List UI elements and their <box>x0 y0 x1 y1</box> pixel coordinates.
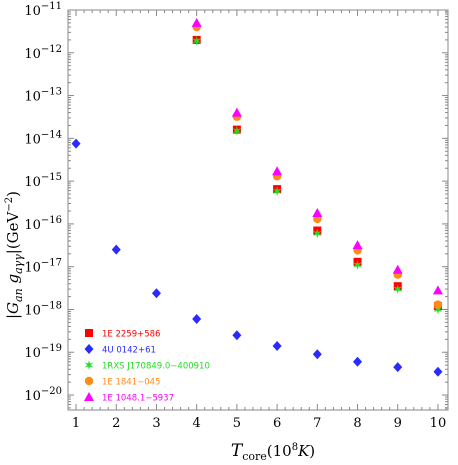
legend-label: 1E 1048.1−5937 <box>102 394 174 404</box>
data-point <box>272 166 283 176</box>
data-point <box>433 304 443 315</box>
data-point <box>312 207 323 217</box>
y-tick-label: 10−16 <box>24 215 62 233</box>
y-tick-label: 10−20 <box>24 386 62 404</box>
y-tick-label: 10−17 <box>24 258 62 276</box>
legend-label: 1E 2259+586 <box>102 330 160 340</box>
data-point <box>392 264 403 274</box>
data-marks <box>71 17 443 377</box>
x-tick-label: 8 <box>353 416 361 431</box>
y-tick-label: 10−18 <box>24 300 62 318</box>
data-point <box>433 300 443 309</box>
y-tick-label: 10−19 <box>24 343 62 361</box>
legend-marker <box>84 360 94 370</box>
x-tick-label: 7 <box>313 416 321 431</box>
data-point <box>353 356 363 367</box>
data-point <box>393 362 403 373</box>
legend-label: 4U 0142+61 <box>102 346 156 356</box>
plot-frame <box>67 9 449 411</box>
data-point <box>231 107 242 117</box>
legend-marker <box>85 329 93 337</box>
x-tick-label: 1 <box>72 416 80 431</box>
data-point <box>433 366 443 377</box>
y-axis-label: |Gan gaγγ|(GeV−2) <box>4 191 25 319</box>
y-tick-label: 10−12 <box>24 44 62 62</box>
x-tick-label: 6 <box>273 416 281 431</box>
data-point <box>393 284 403 295</box>
data-point <box>272 340 282 351</box>
x-tick-label: 3 <box>152 416 160 431</box>
data-point <box>151 288 161 299</box>
data-point <box>192 313 202 324</box>
data-point <box>312 228 322 239</box>
axis-ticks: 10−11 10−12 10−13 10−14 10−15 10−16 10−17 10−18… <box>24 1 448 431</box>
legend-marker <box>84 392 94 401</box>
data-point <box>192 35 202 46</box>
x-tick-label: 10 <box>430 416 447 431</box>
data-point <box>232 330 242 341</box>
y-tick-label: 10−13 <box>24 87 62 105</box>
data-point <box>272 186 282 197</box>
x-tick-label: 5 <box>233 416 241 431</box>
legend-marker <box>84 376 94 386</box>
legend-label: 1E 1841−045 <box>102 378 160 388</box>
x-tick-label: 9 <box>394 416 402 431</box>
y-tick-label: 10−15 <box>24 172 62 190</box>
data-point <box>432 285 443 295</box>
data-point <box>111 244 121 255</box>
data-point <box>312 349 322 360</box>
legend: 1E 2259+586 4U 0142+61 1RXS J170849.0−4009… <box>84 329 210 404</box>
legend-marker <box>84 344 94 354</box>
data-point <box>353 259 362 270</box>
data-point <box>232 125 242 136</box>
x-tick-label: 4 <box>193 416 201 431</box>
legend-label: 1RXS J170849.0−400910 <box>102 362 210 372</box>
data-point <box>191 17 202 27</box>
x-axis-label: Tcore(108K) <box>231 441 315 463</box>
data-point <box>71 138 81 149</box>
data-point <box>352 240 363 250</box>
x-tick-label: 2 <box>112 416 120 431</box>
y-tick-label: 10−11 <box>24 1 62 19</box>
y-tick-label: 10−14 <box>24 129 62 147</box>
